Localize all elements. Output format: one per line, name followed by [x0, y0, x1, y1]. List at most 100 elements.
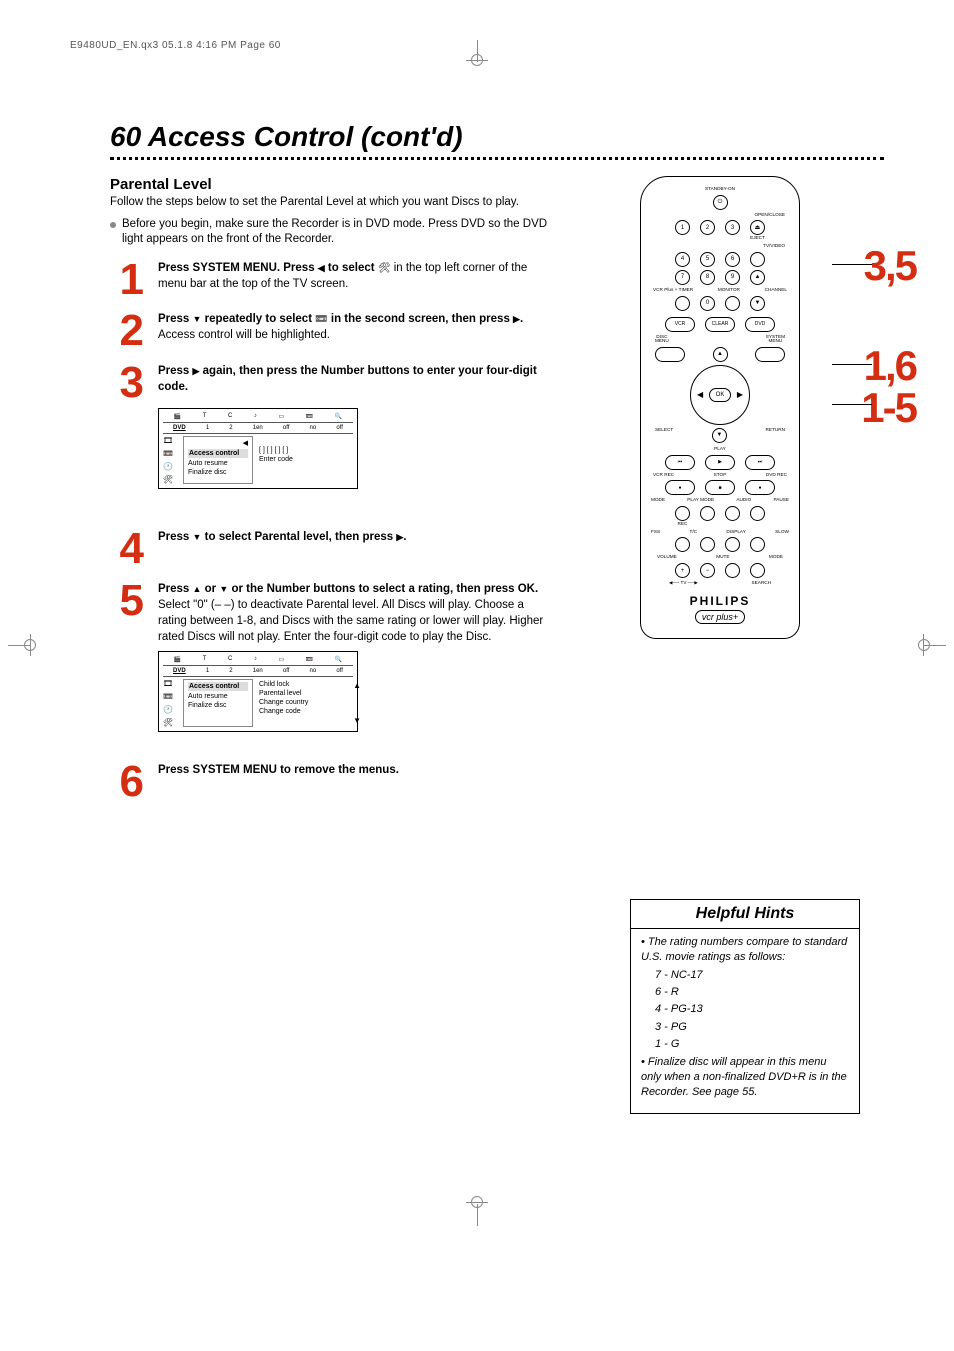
step-4: 4 Press ▼ to select Parental level, then… — [110, 529, 550, 569]
menu-icon: 📼 — [306, 413, 313, 420]
step-number: 5 — [110, 581, 144, 645]
step-number: 4 — [110, 529, 144, 569]
slow-button[interactable] — [750, 537, 765, 552]
mode2-button[interactable] — [750, 563, 765, 578]
num-4[interactable]: 4 — [675, 252, 690, 267]
helpful-hints-box: Helpful Hints • The rating numbers compa… — [630, 899, 860, 1114]
num-7[interactable]: 7 — [675, 270, 690, 285]
cassette-icon: 📼 — [163, 692, 179, 701]
step-1: 1 Press SYSTEM MENU. Press ◀ to select 🛠… — [110, 260, 550, 300]
pause-button[interactable] — [750, 506, 765, 521]
left-column: Parental Level Follow the steps below to… — [110, 176, 550, 1114]
num-9[interactable]: 9 — [725, 270, 740, 285]
film-icon: 🎞 — [163, 679, 179, 688]
menu-icon: T — [203, 413, 207, 420]
clear-button[interactable]: CLEAR — [705, 317, 735, 332]
num-5[interactable]: 5 — [700, 252, 715, 267]
bullet-text: Before you begin, make sure the Recorder… — [122, 217, 550, 248]
menu-screenshot-2: 🎬 T C ♪ ▭ 📼 🔍 DVD 1 2 1en off no off — [158, 651, 358, 732]
vcr-button[interactable]: VCR — [665, 317, 695, 332]
tc-button[interactable] — [700, 537, 715, 552]
callout-15: 1-5 — [861, 384, 916, 432]
section-title: Parental Level — [110, 176, 550, 193]
right-button[interactable]: ▶ — [737, 390, 743, 399]
menu-icon: C — [228, 413, 232, 420]
menu-icon: T — [203, 656, 207, 663]
clock-icon: 🕐 — [163, 462, 179, 471]
step-number: 3 — [110, 363, 144, 403]
system-menu-button[interactable] — [755, 347, 785, 362]
num-2[interactable]: 2 — [700, 220, 715, 235]
monitor-button[interactable] — [725, 296, 740, 311]
menu-icon: 🔍 — [335, 413, 342, 420]
hints-body: • The rating numbers compare to standard… — [631, 929, 859, 1113]
fss-button[interactable] — [675, 537, 690, 552]
cassette-icon: 📼 — [163, 449, 179, 458]
num-8[interactable]: 8 — [700, 270, 715, 285]
step-6: 6 Press SYSTEM MENU to remove the menus. — [110, 762, 550, 802]
bullet-note: Before you begin, make sure the Recorder… — [110, 217, 550, 248]
menu-icon: ▭ — [278, 656, 284, 663]
brand-sublabel: vcr plus+ — [695, 610, 745, 624]
menu-icon: C — [228, 656, 232, 663]
vcrplus-button[interactable] — [675, 296, 690, 311]
audio-button[interactable] — [725, 506, 740, 521]
menu-icon: ♪ — [254, 656, 257, 663]
menu-icon: 🎬 — [174, 413, 181, 420]
next-button[interactable]: ⏭ — [745, 455, 775, 470]
step-number: 2 — [110, 311, 144, 351]
dotted-rule — [110, 157, 884, 160]
left-button[interactable]: ◀ — [697, 390, 703, 399]
wrench-icon: 🛠 — [163, 718, 179, 727]
num-6[interactable]: 6 — [725, 252, 740, 267]
cassette-icon: 📼 — [315, 313, 327, 327]
dvd-rec-button[interactable]: ● — [745, 480, 775, 495]
display-button[interactable] — [725, 537, 740, 552]
wrench-icon: 🛠 — [378, 262, 391, 276]
num-3[interactable]: 3 — [725, 220, 740, 235]
page-content: 60 Access Control (cont'd) Parental Leve… — [0, 51, 954, 1154]
num-1[interactable]: 1 — [675, 220, 690, 235]
menu-screenshot-1: 🎬 T C ♪ ▭ 📼 🔍 DVD 1 2 1en off no off — [158, 408, 358, 489]
prev-button[interactable]: ⏮ — [665, 455, 695, 470]
bullet-icon — [110, 222, 116, 228]
step-body: Press ▼ to select Parental level, then p… — [158, 529, 550, 569]
step-body: Press ▶ again, then press the Number but… — [158, 363, 550, 403]
step-3: 3 Press ▶ again, then press the Number b… — [110, 363, 550, 403]
play-button[interactable]: ▶ — [705, 455, 735, 470]
vcr-rec-button[interactable]: ● — [665, 480, 695, 495]
num-0[interactable]: 0 — [700, 296, 715, 311]
stop-button[interactable]: ■ — [705, 480, 735, 495]
ch-down-button[interactable]: ▼ — [750, 296, 765, 311]
dvd-button[interactable]: DVD — [745, 317, 775, 332]
step-body: Press SYSTEM MENU. Press ◀ to select 🛠 i… — [158, 260, 550, 300]
standby-button[interactable]: ⏻ — [713, 195, 728, 210]
callout-16: 1,6 — [864, 342, 916, 390]
mute-button[interactable] — [725, 563, 740, 578]
tvvideo-button[interactable] — [750, 252, 765, 267]
dvd-label: DVD — [173, 668, 186, 674]
menu-icon: 🔍 — [335, 656, 342, 663]
up-button[interactable]: ▲ — [713, 347, 728, 362]
eject-button[interactable]: ⏏ — [750, 220, 765, 235]
vol-up-button[interactable]: + — [675, 563, 690, 578]
ok-button[interactable]: OK — [709, 388, 731, 402]
disc-menu-button[interactable] — [655, 347, 685, 362]
step-2: 2 Press ▼ repeatedly to select 📼 in the … — [110, 311, 550, 351]
mode-button[interactable] — [675, 506, 690, 521]
wrench-icon: 🛠 — [163, 475, 179, 484]
playmode-button[interactable] — [700, 506, 715, 521]
ch-up-button[interactable]: ▲ — [750, 270, 765, 285]
down-button[interactable]: ▼ — [712, 428, 727, 443]
step-body: Press ▼ repeatedly to select 📼 in the se… — [158, 311, 550, 351]
menu-icon: ♪ — [254, 413, 257, 420]
callout-35: 3,5 — [864, 242, 916, 290]
step-5: 5 Press ▲ or ▼ or the Number buttons to … — [110, 581, 550, 645]
vol-down-button[interactable]: − — [700, 563, 715, 578]
step-number: 6 — [110, 762, 144, 802]
remote-control: STANDBY-ON ⏻ OPEN/CLOSE 1 2 3 ⏏EJECT TV/… — [640, 176, 800, 639]
step-number: 1 — [110, 260, 144, 300]
step-body: Press ▲ or ▼ or the Number buttons to se… — [158, 581, 550, 645]
hints-title: Helpful Hints — [631, 900, 859, 929]
right-column: 3,5 1,6 1-5 STANDBY-ON ⏻ OPEN/CLOSE 1 2 … — [580, 176, 860, 1114]
